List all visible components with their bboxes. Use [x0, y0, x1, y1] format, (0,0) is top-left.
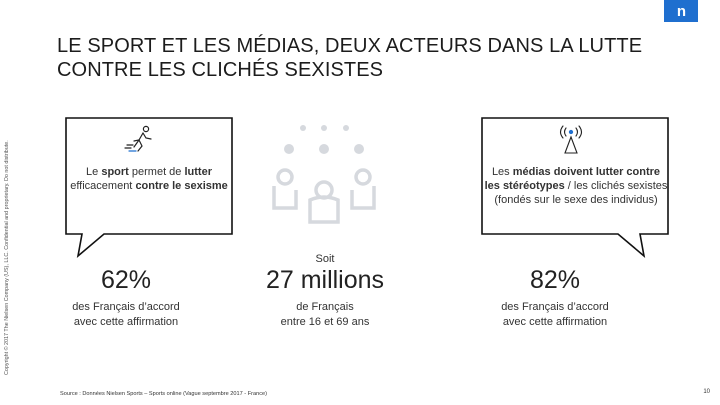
center-stat-desc-line2: entre 16 et 69 ans: [280, 316, 370, 328]
center-stat-desc-line1: de Français: [296, 301, 354, 313]
left-stat-desc-line2: avec cette affirmation: [73, 316, 179, 328]
right-text-rest: / les clichés sexistes (fondés sur le se…: [494, 180, 668, 206]
left-text-pre: Le: [86, 166, 102, 178]
source-note: Source : Données Nielsen Sports – Sports…: [60, 391, 267, 397]
soit-label: Soit: [315, 253, 335, 265]
right-stat-desc-line2: avec cette affirmation: [502, 316, 608, 328]
left-text-mid2: efficacement: [70, 180, 136, 192]
left-text-mid1: permet de: [128, 166, 185, 178]
center-stat-description: de Français entre 16 et 69 ans: [255, 300, 395, 330]
right-stat-description: des Français d’accord avec cette affirma…: [482, 300, 628, 330]
nielsen-logo: n: [664, 0, 698, 22]
page-number: 10: [703, 389, 710, 395]
right-bubble-text: Les médias doivent lutter contre les sté…: [484, 165, 668, 207]
broadcast-antenna-icon: [559, 125, 583, 154]
runner-icon: [124, 125, 152, 152]
people-group-icon: [272, 125, 376, 224]
left-text-bold-lutter: lutter: [184, 166, 212, 178]
left-stat-value: 62%: [100, 266, 152, 294]
right-text-bold: médias doivent lutter contre les stéréot…: [484, 166, 661, 192]
left-stat-description: des Français d’accord avec cette affirma…: [56, 300, 196, 330]
left-text-bold-sport: sport: [101, 166, 129, 178]
left-text-bold-sexisme: contre le sexisme: [135, 180, 228, 192]
left-speech-bubble: [65, 117, 233, 259]
center-stat-value: 27 millions: [265, 266, 385, 294]
left-bubble-text: Le sport permet de lutter efficacement c…: [66, 165, 232, 193]
left-stat-desc-line1: des Français d’accord: [72, 301, 180, 313]
right-stat-desc-line1: des Français d’accord: [501, 301, 609, 313]
right-stat-value: 82%: [529, 266, 581, 294]
right-speech-bubble: [481, 117, 669, 259]
page-title: LE SPORT ET LES MÉDIAS, DEUX ACTEURS DAN…: [57, 35, 643, 81]
right-text-pre: Les: [491, 166, 513, 178]
